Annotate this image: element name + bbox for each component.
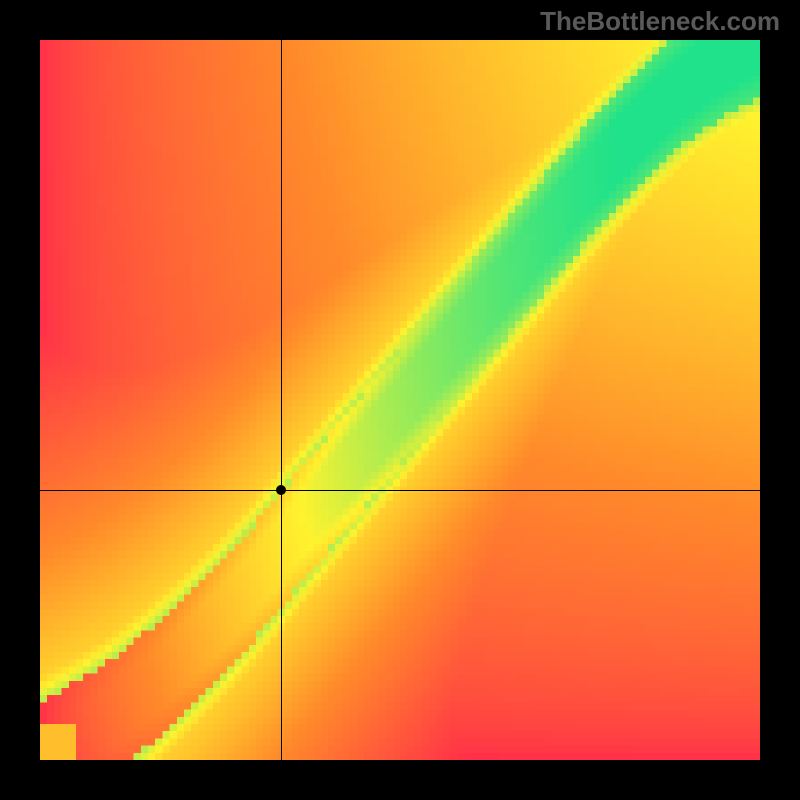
bottleneck-heatmap: [40, 40, 760, 760]
chart-container: { "watermark": { "text": "TheBottleneck.…: [0, 0, 800, 800]
crosshair-horizontal: [40, 490, 760, 491]
watermark-text: TheBottleneck.com: [540, 6, 780, 37]
crosshair-marker: [276, 485, 286, 495]
crosshair-vertical: [281, 40, 282, 760]
